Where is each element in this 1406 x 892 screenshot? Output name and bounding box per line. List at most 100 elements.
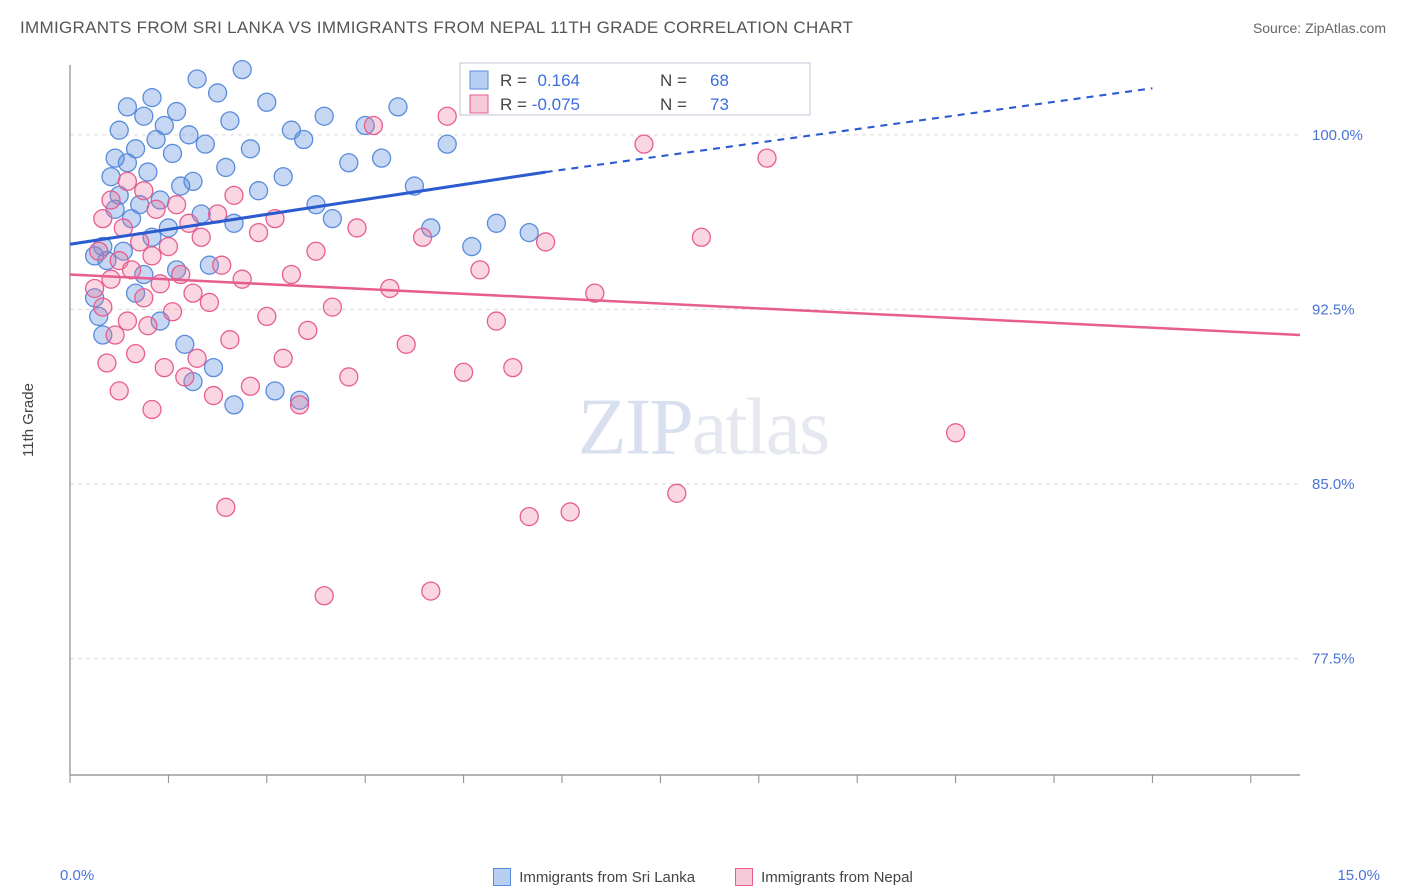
data-point — [143, 89, 161, 107]
chart-title: IMMIGRANTS FROM SRI LANKA VS IMMIGRANTS … — [20, 18, 853, 38]
data-point — [323, 210, 341, 228]
data-point — [340, 154, 358, 172]
source-attribution: Source: ZipAtlas.com — [1253, 20, 1386, 36]
data-point — [90, 242, 108, 260]
data-point — [250, 224, 268, 242]
data-point — [455, 363, 473, 381]
data-point — [102, 168, 120, 186]
data-point — [164, 303, 182, 321]
legend-r-label: R = — [500, 71, 527, 90]
legend-r-label: R = — [500, 95, 527, 114]
data-point — [947, 424, 965, 442]
data-point — [188, 70, 206, 88]
data-point — [127, 140, 145, 158]
data-point — [135, 107, 153, 125]
data-point — [225, 186, 243, 204]
data-point — [155, 359, 173, 377]
data-point — [487, 214, 505, 232]
y-tick-label: 100.0% — [1312, 127, 1363, 144]
data-point — [241, 377, 259, 395]
data-point — [168, 196, 186, 214]
data-point — [102, 270, 120, 288]
data-point — [241, 140, 259, 158]
data-point — [364, 117, 382, 135]
data-point — [143, 247, 161, 265]
data-point — [438, 107, 456, 125]
data-point — [217, 498, 235, 516]
legend-swatch — [470, 71, 488, 89]
data-point — [414, 228, 432, 246]
data-point — [266, 382, 284, 400]
data-point — [487, 312, 505, 330]
data-point — [196, 135, 214, 153]
data-point — [176, 368, 194, 386]
data-point — [668, 484, 686, 502]
legend-n-value: 68 — [710, 71, 729, 90]
data-point — [139, 317, 157, 335]
data-point — [692, 228, 710, 246]
legend-n-value: 73 — [710, 95, 729, 114]
x-axis-end-labels: 0.0% 15.0% — [60, 867, 1380, 884]
data-point — [258, 307, 276, 325]
data-point — [106, 326, 124, 344]
legend-n-label: N = — [660, 95, 687, 114]
source-name: ZipAtlas.com — [1305, 20, 1386, 36]
trend-line — [70, 275, 1300, 336]
data-point — [504, 359, 522, 377]
data-point — [184, 284, 202, 302]
y-axis-label: 11th Grade — [20, 383, 37, 457]
data-point — [520, 508, 538, 526]
data-point — [373, 149, 391, 167]
data-point — [561, 503, 579, 521]
data-point — [213, 256, 231, 274]
data-point — [188, 349, 206, 367]
data-point — [164, 144, 182, 162]
data-point — [200, 293, 218, 311]
data-point — [118, 98, 136, 116]
data-point — [758, 149, 776, 167]
data-point — [299, 321, 317, 339]
data-point — [307, 242, 325, 260]
data-point — [135, 289, 153, 307]
data-point — [155, 117, 173, 135]
data-point — [397, 335, 415, 353]
data-point — [147, 200, 165, 218]
data-point — [184, 172, 202, 190]
data-point — [295, 130, 313, 148]
data-point — [463, 238, 481, 256]
data-point — [102, 191, 120, 209]
x-axis-max-label: 15.0% — [1337, 867, 1380, 884]
x-axis-min-label: 0.0% — [60, 867, 94, 884]
data-point — [159, 238, 177, 256]
data-point — [217, 158, 235, 176]
data-point — [94, 210, 112, 228]
data-point — [143, 401, 161, 419]
legend-n-label: N = — [660, 71, 687, 90]
data-point — [274, 168, 292, 186]
data-point — [291, 396, 309, 414]
data-point — [110, 382, 128, 400]
data-point — [205, 359, 223, 377]
legend-swatch — [470, 95, 488, 113]
y-tick-label: 92.5% — [1312, 301, 1355, 318]
data-point — [180, 214, 198, 232]
data-point — [127, 345, 145, 363]
data-point — [135, 182, 153, 200]
data-point — [282, 266, 300, 284]
data-point — [86, 279, 104, 297]
data-point — [323, 298, 341, 316]
data-point — [192, 228, 210, 246]
data-point — [315, 107, 333, 125]
data-point — [221, 331, 239, 349]
data-point — [209, 84, 227, 102]
data-point — [225, 396, 243, 414]
data-point — [233, 61, 251, 79]
data-point — [168, 103, 186, 121]
data-point — [422, 582, 440, 600]
data-point — [118, 312, 136, 330]
data-point — [110, 121, 128, 139]
legend-r-value: -0.075 — [532, 95, 580, 114]
data-point — [233, 270, 251, 288]
chart-svg: 77.5%85.0%92.5%100.0%R =0.164N =68R =-0.… — [60, 55, 1380, 815]
data-point — [537, 233, 555, 251]
